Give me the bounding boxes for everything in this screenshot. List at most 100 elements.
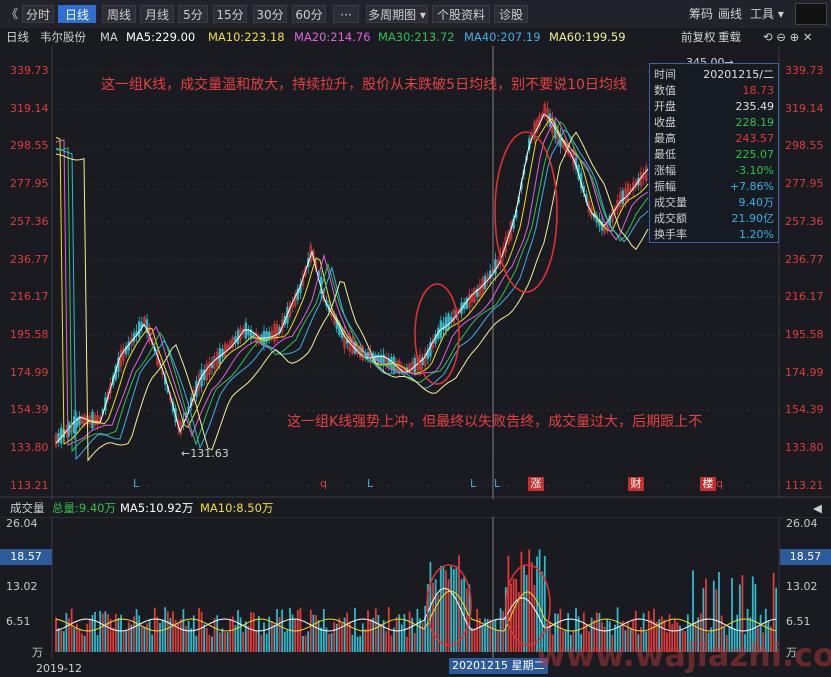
tooltip-key: 最低 — [654, 148, 676, 161]
volume-axis-label: 6.51 — [6, 615, 31, 628]
volume-axis-label: 13.02 — [6, 580, 38, 593]
price-axis-right-label: 277.95 — [785, 177, 824, 191]
tooltip-row: 成交量 9.40万 — [654, 195, 774, 211]
annotation-top: 这一组K线，成交量温和放大，持续拉升，股价从未跌破5日均线，别不要说10日均线 — [101, 77, 627, 93]
toolbar-button-5[interactable]: 15分 — [213, 5, 247, 23]
start-date: 2019-12 — [36, 662, 82, 675]
toolbar-button-0[interactable]: 分时 — [22, 5, 54, 23]
price-axis-left-label: 174.99 — [10, 365, 49, 379]
draw-line-button[interactable]: 画线 — [718, 7, 743, 21]
tooltip-value: 18.73 — [742, 84, 775, 97]
stock-name: 韦尔股份 — [40, 30, 86, 44]
tools-button[interactable]: 工具 ▾ — [750, 7, 784, 21]
annotation-ellipse-2 — [494, 131, 558, 293]
price-axis-left-label: 298.55 — [10, 139, 49, 153]
volume-highlight-left: 18.57 — [0, 549, 52, 565]
toolbar-button-6[interactable]: 30分 — [253, 5, 287, 23]
annotation-ellipse-3 — [426, 564, 472, 646]
annotation-ellipse-1 — [414, 283, 460, 385]
price-axis-left-label: 154.39 — [10, 403, 49, 417]
volume-info-bar: 成交量 总量:9.40万 MA5:10.92万 MA10:8.50万 ◀ — [0, 499, 831, 517]
low-price-mark: ←131.63 — [181, 447, 229, 460]
toolbar-button-7[interactable]: 60分 — [292, 5, 326, 23]
tooltip-value: 21.90亿 — [731, 212, 775, 225]
annotation-middle: 这一组K线强势上冲，但最终以失败告终，成交量过大，后期跟上不 — [287, 414, 703, 430]
tooltip-row: 收盘 228.19 — [654, 115, 774, 131]
tooltip-key: 数值 — [654, 84, 676, 97]
tooltip-value: 228.19 — [735, 116, 775, 129]
ma30-value: MA30:213.72 — [378, 30, 455, 44]
reload-button[interactable]: 重载 — [718, 30, 741, 44]
event-mark[interactable]: L — [133, 477, 140, 490]
volume-collapse-icon[interactable]: ◀ — [813, 501, 822, 515]
event-mark[interactable]: 楼 — [700, 477, 716, 491]
tooltip-key: 收盘 — [654, 116, 676, 129]
price-axis-right-label: 257.36 — [785, 214, 824, 228]
tooltip-row: 涨幅 -3.10% — [654, 163, 774, 179]
volume-axis-label: 万 — [32, 646, 43, 659]
price-axis-left-label: 113.21 — [10, 478, 49, 492]
volume-axis-label: 万 — [786, 646, 797, 659]
tooltip-row: 时间 20201215/二 — [654, 67, 774, 83]
toolbar-button-9[interactable]: 多周期图 ▾ — [366, 5, 428, 23]
volume-ma5: MA5:10.92万 — [120, 501, 194, 515]
event-mark[interactable]: L — [470, 477, 477, 490]
price-axis-right-label: 133.80 — [785, 441, 824, 454]
tooltip-key: 成交量 — [654, 196, 687, 209]
tooltip-value: 243.57 — [735, 132, 775, 145]
ma10-value: MA10:223.18 — [208, 30, 285, 44]
volume-axis-label: 26.04 — [6, 517, 38, 530]
toolbar-button-8[interactable]: ··· — [333, 5, 359, 23]
price-axis-right-label: 339.73 — [785, 64, 824, 77]
ma-label: MA — [100, 30, 118, 44]
ma60-value: MA60:199.59 — [549, 30, 626, 44]
price-axis-right-label: 216.17 — [785, 290, 824, 304]
toolbar-button-1[interactable]: 日线 — [58, 5, 96, 23]
event-mark[interactable]: 涨 — [528, 477, 544, 491]
price-axis-right-label: 319.14 — [785, 101, 824, 115]
ma20-value: MA20:214.76 — [294, 30, 371, 44]
annotation-ellipse-4 — [505, 564, 551, 646]
event-mark[interactable]: 财 — [628, 477, 644, 491]
event-mark[interactable]: L — [367, 477, 374, 490]
tooltip-row: 最高 243.57 — [654, 131, 774, 147]
volume-title: 成交量 — [10, 501, 45, 515]
price-axis-left-label: 339.73 — [10, 64, 49, 77]
price-axis-left-label: 195.58 — [10, 327, 49, 341]
toolbar: 《 分时 日线 周线 月线 5分 15分 30分 60分 ··· 多周期图 ▾ 个股资料 诊股 筹码 … — [0, 0, 831, 29]
price-axis-left-label: 319.14 — [10, 101, 49, 115]
event-mark[interactable]: q — [320, 477, 327, 490]
event-mark[interactable]: q — [716, 477, 723, 490]
toolbar-button-3[interactable]: 月线 — [140, 5, 174, 23]
toolbar-button-2[interactable]: 周线 — [102, 5, 136, 23]
volume-total: 总量:9.40万 — [52, 501, 116, 515]
price-axis-left-label: 277.95 — [10, 177, 49, 191]
price-axis-right-label: 195.58 — [785, 327, 824, 341]
search-icon[interactable] — [795, 3, 827, 25]
restore-right-button[interactable]: 前复权 — [681, 30, 716, 44]
window-icons[interactable]: ⟲ ⊖ ⊕ ✕ — [763, 30, 813, 44]
volume-ma10: MA10:8.50万 — [200, 501, 274, 515]
tooltip-row: 最低 225.07 — [654, 147, 774, 163]
tooltip-value: 9.40万 — [738, 196, 775, 209]
price-axis-right-label: 154.39 — [785, 403, 824, 417]
watermark: www.wajiazhi.com — [536, 636, 831, 674]
tooltip-row: 振幅 +7.86% — [654, 179, 774, 195]
chip-button[interactable]: 筹码 — [689, 7, 714, 21]
event-mark[interactable]: L — [494, 477, 501, 490]
price-axis-right-label: 236.77 — [785, 252, 824, 266]
back-icon[interactable]: 《 — [6, 7, 19, 21]
tooltip-row: 成交额 21.90亿 — [654, 211, 774, 227]
price-axis-right-label: 298.55 — [785, 139, 824, 153]
tooltip-value: 20201215/二 — [703, 68, 774, 81]
price-axis-left-label: 236.77 — [10, 252, 49, 266]
ma5-value: MA5:229.00 — [126, 30, 196, 44]
toolbar-button-10[interactable]: 个股资料 — [432, 5, 490, 23]
tooltip-key: 最高 — [654, 132, 676, 145]
volume-axis-label: 26.04 — [786, 517, 818, 530]
tooltip-value: -3.10% — [735, 164, 774, 177]
toolbar-button-4[interactable]: 5分 — [178, 5, 208, 23]
toolbar-button-11[interactable]: 诊股 — [494, 5, 528, 23]
tooltip-key: 开盘 — [654, 100, 676, 113]
